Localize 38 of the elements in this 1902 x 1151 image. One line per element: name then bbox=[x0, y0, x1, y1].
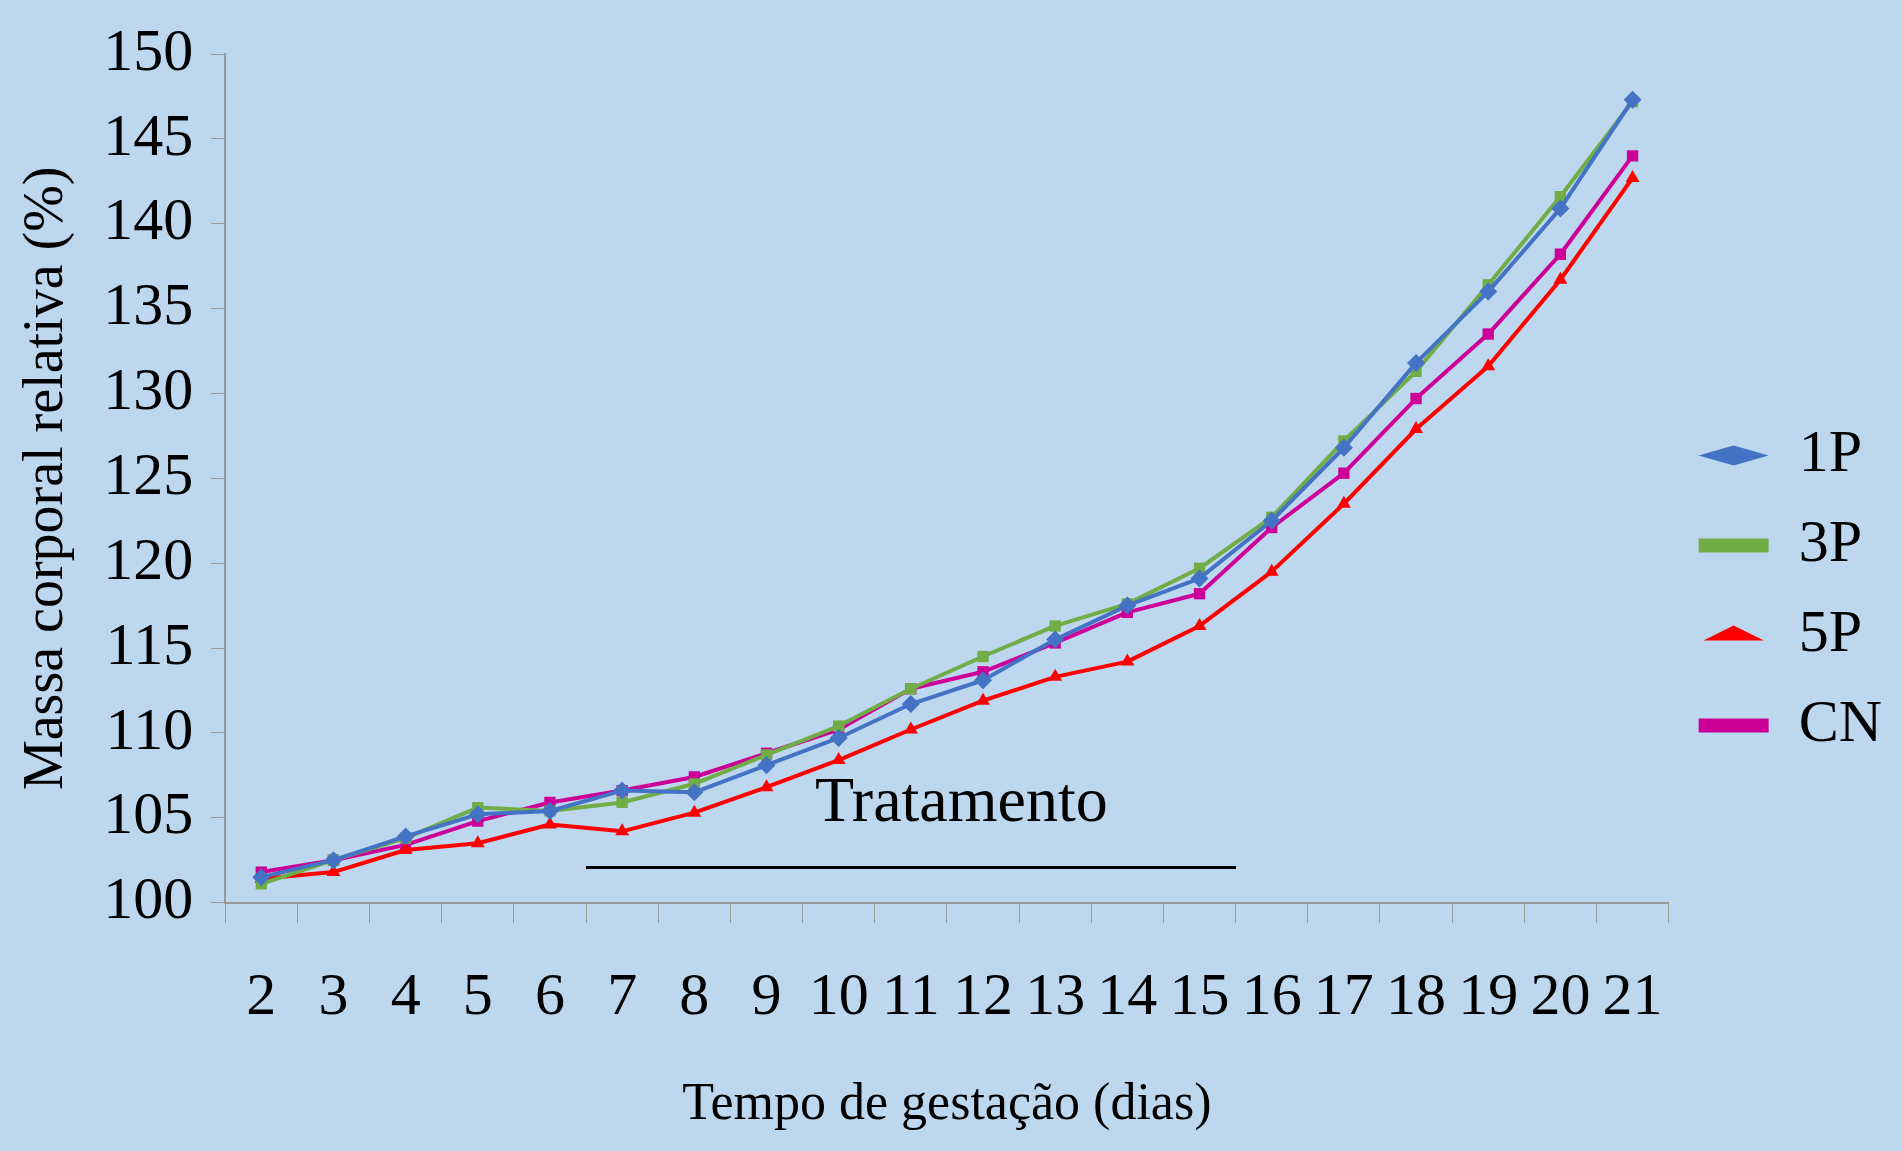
y-tick-label: 110 bbox=[105, 695, 194, 762]
y-tick-label: 115 bbox=[105, 610, 194, 677]
y-tick-label: 105 bbox=[103, 780, 194, 847]
x-tick-label: 4 bbox=[390, 961, 421, 1028]
legend-label: CN bbox=[1798, 688, 1883, 755]
x-tick-label: 10 bbox=[808, 961, 869, 1028]
annotation: Tratamento bbox=[815, 764, 1108, 836]
x-tick-label: 21 bbox=[1602, 961, 1663, 1028]
x-tick-label: 20 bbox=[1530, 961, 1591, 1028]
y-tick-label: 100 bbox=[103, 865, 194, 932]
x-tick-label: 8 bbox=[679, 961, 710, 1028]
x-tick-label: 9 bbox=[751, 961, 782, 1028]
x-tick-label: 12 bbox=[953, 961, 1014, 1028]
x-tick-label: 14 bbox=[1097, 961, 1158, 1028]
x-tick-label: 17 bbox=[1313, 961, 1374, 1028]
legend-label: 5P bbox=[1798, 598, 1863, 665]
x-tick-label: 13 bbox=[1025, 961, 1086, 1028]
x-tick-label: 18 bbox=[1386, 961, 1447, 1028]
y-tick-label: 145 bbox=[103, 101, 194, 168]
y-tick-label: 140 bbox=[103, 186, 194, 253]
x-tick-label: 7 bbox=[607, 961, 638, 1028]
x-tick-label: 15 bbox=[1169, 961, 1230, 1028]
y-axis-title: Massa corporal relativa (%) bbox=[12, 166, 76, 791]
y-tick-label: 150 bbox=[103, 16, 194, 83]
y-tick-label: 135 bbox=[103, 271, 194, 338]
x-tick-label: 5 bbox=[462, 961, 493, 1028]
x-tick-label: 6 bbox=[534, 961, 565, 1028]
x-tick-label: 2 bbox=[246, 961, 277, 1028]
legend-label: 3P bbox=[1798, 508, 1863, 575]
y-tick-label: 125 bbox=[103, 441, 194, 508]
x-tick-label: 11 bbox=[881, 961, 940, 1028]
x-tick-label: 19 bbox=[1458, 961, 1519, 1028]
x-tick-label: 3 bbox=[318, 961, 349, 1028]
x-tick-label: 16 bbox=[1241, 961, 1302, 1028]
legend-label: 1P bbox=[1798, 418, 1863, 485]
x-axis-title: Tempo de gestação (dias) bbox=[682, 1073, 1212, 1132]
y-tick-label: 120 bbox=[103, 525, 194, 592]
y-tick-label: 130 bbox=[103, 356, 194, 423]
